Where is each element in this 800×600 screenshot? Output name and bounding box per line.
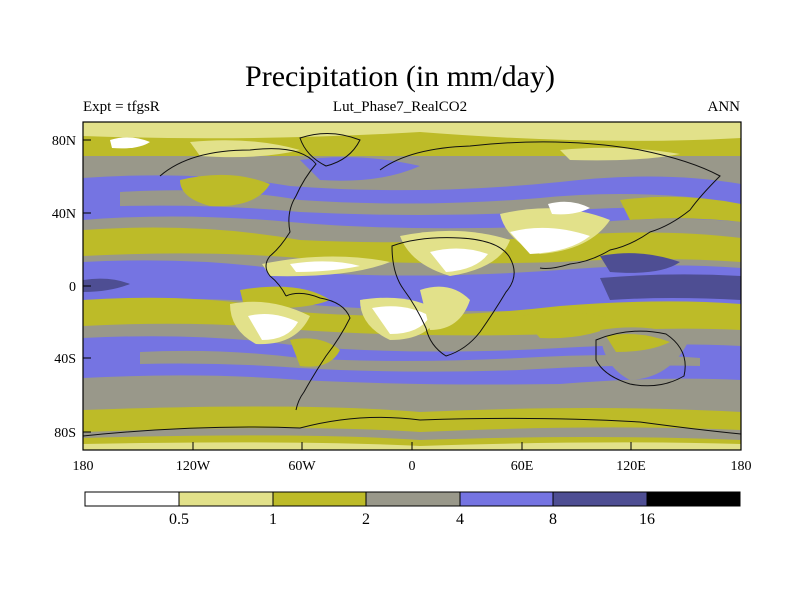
band-itcz-core-west xyxy=(83,278,130,292)
y-tick-label: 80S xyxy=(54,426,76,441)
colorbar-label: 4 xyxy=(456,511,464,528)
indian-ocean-dry xyxy=(520,312,620,339)
north-pacific-dry xyxy=(620,196,741,222)
coast-eurasia xyxy=(379,141,721,269)
colorbar-box xyxy=(178,491,274,507)
colorbar-box xyxy=(552,491,648,507)
experiment-label: Expt = tfgsR xyxy=(83,99,160,115)
asia-desert-core-2 xyxy=(548,201,590,215)
south-america-dry xyxy=(290,338,340,367)
x-axis: 180 120W 60W 0 60E 120E 180 xyxy=(73,442,752,474)
colorbar-box xyxy=(365,491,461,507)
atlantic-dry-north-core xyxy=(290,261,360,272)
y-tick-label: 80N xyxy=(52,134,76,149)
colorbar-label: 16 xyxy=(639,511,655,528)
y-axis: 80N 40N 0 40S 80S xyxy=(52,134,91,441)
north-america-dry xyxy=(180,174,270,207)
colorbar-label: 8 xyxy=(549,511,557,528)
band-south-midlat-inner xyxy=(140,350,700,372)
south-africa-dry xyxy=(420,286,470,330)
plot-title: Precipitation (in mm/day) xyxy=(245,60,555,93)
band-south-midlat xyxy=(83,336,741,385)
x-tick-label: 120W xyxy=(176,459,211,474)
colorbar-box xyxy=(646,491,741,507)
x-tick-label: 120E xyxy=(616,459,646,474)
coastlines xyxy=(83,133,741,437)
band-itcz-core xyxy=(600,274,741,300)
precip-field xyxy=(83,122,741,450)
north-atlantic-wet xyxy=(300,157,420,181)
colorbar-box xyxy=(459,491,554,507)
x-tick-label: 60E xyxy=(511,459,534,474)
x-tick-label: 180 xyxy=(731,459,752,474)
greenland-dry xyxy=(110,137,150,149)
season-label: ANN xyxy=(707,99,741,115)
south-pacific-core xyxy=(248,314,298,340)
case-label: Lut_Phase7_RealCO2 xyxy=(332,99,468,115)
colorbar-label: 0.5 xyxy=(169,511,189,528)
coast-africa xyxy=(391,237,515,357)
x-tick-label: 60W xyxy=(288,459,316,474)
coast-south-america xyxy=(285,292,351,411)
colorbar: 0.5 1 2 4 8 16 xyxy=(84,491,741,528)
coast-australia xyxy=(595,330,686,387)
siberia-light xyxy=(560,147,680,161)
australia-light xyxy=(606,334,670,352)
colorbar-label: 2 xyxy=(362,511,370,528)
coast-north-america xyxy=(159,148,317,297)
y-tick-label: 0 xyxy=(69,280,76,295)
colorbar-box xyxy=(272,491,367,507)
coast-greenland xyxy=(299,133,361,167)
y-tick-label: 40N xyxy=(52,207,76,222)
band-arctic-light xyxy=(83,122,741,141)
sahara-core xyxy=(430,248,488,272)
north-canada-light xyxy=(190,140,300,158)
coast-antarctica xyxy=(83,416,741,437)
south-atlantic-core xyxy=(372,306,430,334)
x-tick-label: 0 xyxy=(409,459,416,474)
y-tick-label: 40S xyxy=(54,352,76,367)
maritime-continent-wet xyxy=(600,253,680,273)
x-tick-label: 180 xyxy=(73,459,94,474)
colorbar-box xyxy=(84,491,180,507)
colorbar-label: 1 xyxy=(269,511,277,528)
asia-desert-core xyxy=(510,227,590,254)
